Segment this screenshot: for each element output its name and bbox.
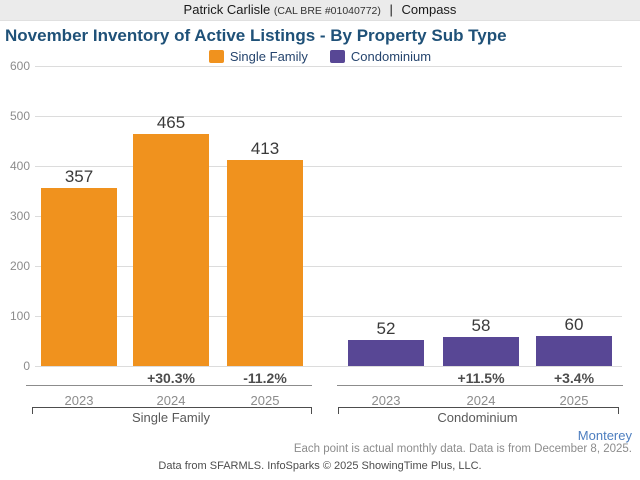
group-underline-single-family <box>26 385 312 386</box>
condominium-swatch-icon <box>329 50 345 63</box>
group-bracket-single-family <box>32 407 312 414</box>
x-axis-year-label: 2023 <box>64 393 94 408</box>
region-label[interactable]: Monterey <box>577 428 632 443</box>
agent-license: (CAL BRE #01040772) <box>273 5 381 17</box>
y-axis-tick-label: 0 <box>23 359 30 373</box>
gridline-0 <box>35 366 622 367</box>
chart-title: November Inventory of Active Listings - … <box>5 26 507 45</box>
brand-name: Compass <box>401 2 457 17</box>
y-axis-tick-label: 300 <box>9 209 30 223</box>
group-label-condominium: Condominium <box>437 410 518 425</box>
data-note: Each point is actual monthly data. Data … <box>293 443 632 455</box>
group-bracket-condominium <box>338 407 619 414</box>
gridline-200 <box>35 266 622 267</box>
x-axis-year-label: 2025 <box>559 393 589 408</box>
bar-value-label: 413 <box>250 138 280 158</box>
chart-legend: Single Family Condominium <box>0 49 640 64</box>
y-axis-tick-label: 500 <box>9 109 30 123</box>
bar-value-label: 357 <box>64 166 94 186</box>
legend-item-condominium[interactable]: Condominium <box>329 49 432 64</box>
gridline-400 <box>35 166 622 167</box>
copyright-text: Data from SFARMLS. InfoSparks © 2025 Sho… <box>158 460 482 472</box>
bar-single-family-2025[interactable] <box>227 159 303 366</box>
bar-chart: 0 100 200 300 400 500 600 357 2023 465 +30.3% 2024 4… <box>9 59 623 425</box>
gridline-500 <box>35 116 622 117</box>
bar-single-family-2023[interactable] <box>41 187 117 366</box>
group-label-single-family: Single Family <box>131 410 211 425</box>
y-axis-tick-label: 600 <box>9 59 30 73</box>
agent-name: Patrick Carlisle <box>183 2 271 17</box>
y-axis-tick-label: 400 <box>9 159 30 173</box>
header-separator: | <box>389 2 393 17</box>
bar-change-label: +11.5% <box>457 370 505 386</box>
gridline-100 <box>35 316 622 317</box>
bar-value-label: 60 <box>564 315 584 334</box>
bar-condominium-2023[interactable] <box>348 340 424 366</box>
y-axis-tick-label: 200 <box>9 259 30 273</box>
x-axis-year-label: 2025 <box>250 393 280 408</box>
header-bar: Patrick Carlisle (CAL BRE #01040772) | C… <box>0 0 640 21</box>
bar-change-label: +30.3% <box>147 370 195 386</box>
x-axis-year-label: 2024 <box>466 393 496 408</box>
gridline-300 <box>35 216 622 217</box>
bar-value-label: 52 <box>376 319 396 338</box>
legend-label-condominium: Condominium <box>350 49 432 64</box>
legend-label-single-family: Single Family <box>229 49 308 64</box>
bar-condominium-2024[interactable] <box>443 337 519 366</box>
y-axis-tick-label: 100 <box>9 309 30 323</box>
group-underline-condominium <box>337 385 623 386</box>
bar-condominium-2025[interactable] <box>536 336 612 366</box>
x-axis-year-label: 2024 <box>156 393 186 408</box>
single-family-swatch-icon <box>208 50 224 63</box>
legend-item-single-family[interactable]: Single Family <box>208 49 308 64</box>
x-axis-year-label: 2023 <box>371 393 401 408</box>
bar-single-family-2024[interactable] <box>133 133 209 366</box>
bar-value-label: 58 <box>471 316 491 335</box>
gridline-600 <box>35 66 622 67</box>
bar-change-label: +3.4% <box>553 370 595 386</box>
bar-change-label: -11.2% <box>243 370 287 386</box>
bar-value-label: 465 <box>156 112 186 132</box>
